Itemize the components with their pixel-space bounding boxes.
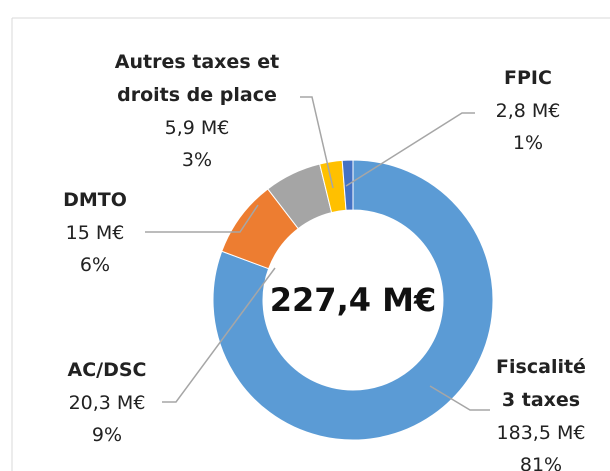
category-label: AC/DSC (67, 359, 147, 381)
leader-line (162, 267, 276, 403)
percent-label: 81% (519, 454, 563, 471)
slice-label: DMTO 15 M€ 6% (63, 184, 127, 281)
category-label: DMTO (63, 189, 127, 211)
slice-label: Autres taxes et droits de place 5,9 M€ 3% (115, 46, 279, 176)
leader-line (429, 385, 490, 411)
percent-label: 6% (79, 254, 111, 276)
leader-line (145, 204, 259, 233)
category-label: Fiscalité 3 taxes (496, 356, 586, 411)
value-label: 183,5 M€ (496, 422, 586, 444)
slice-label: FPIC 2,8 M€ 1% (496, 62, 561, 159)
slice-label: Fiscalité 3 taxes 183,5 M€ 81% (496, 351, 586, 471)
value-label: 20,3 M€ (68, 392, 146, 414)
donut (212, 159, 494, 441)
percent-label: 9% (91, 424, 123, 446)
leader-line (300, 96, 334, 189)
slice (212, 159, 494, 441)
leader-line (345, 112, 475, 187)
center-label: 227,4 M€ (269, 281, 437, 319)
percent-label: 1% (512, 132, 544, 154)
value-label: 2,8 M€ (495, 100, 561, 122)
category-label: Autres taxes et droits de place (114, 51, 280, 106)
percent-label: 3% (181, 149, 213, 171)
value-label: 15 M€ (65, 222, 125, 244)
category-label: FPIC (504, 67, 552, 89)
slice-label: AC/DSC 20,3 M€ 9% (68, 354, 147, 451)
value-label: 5,9 M€ (164, 117, 230, 139)
leader-lines (145, 96, 490, 411)
